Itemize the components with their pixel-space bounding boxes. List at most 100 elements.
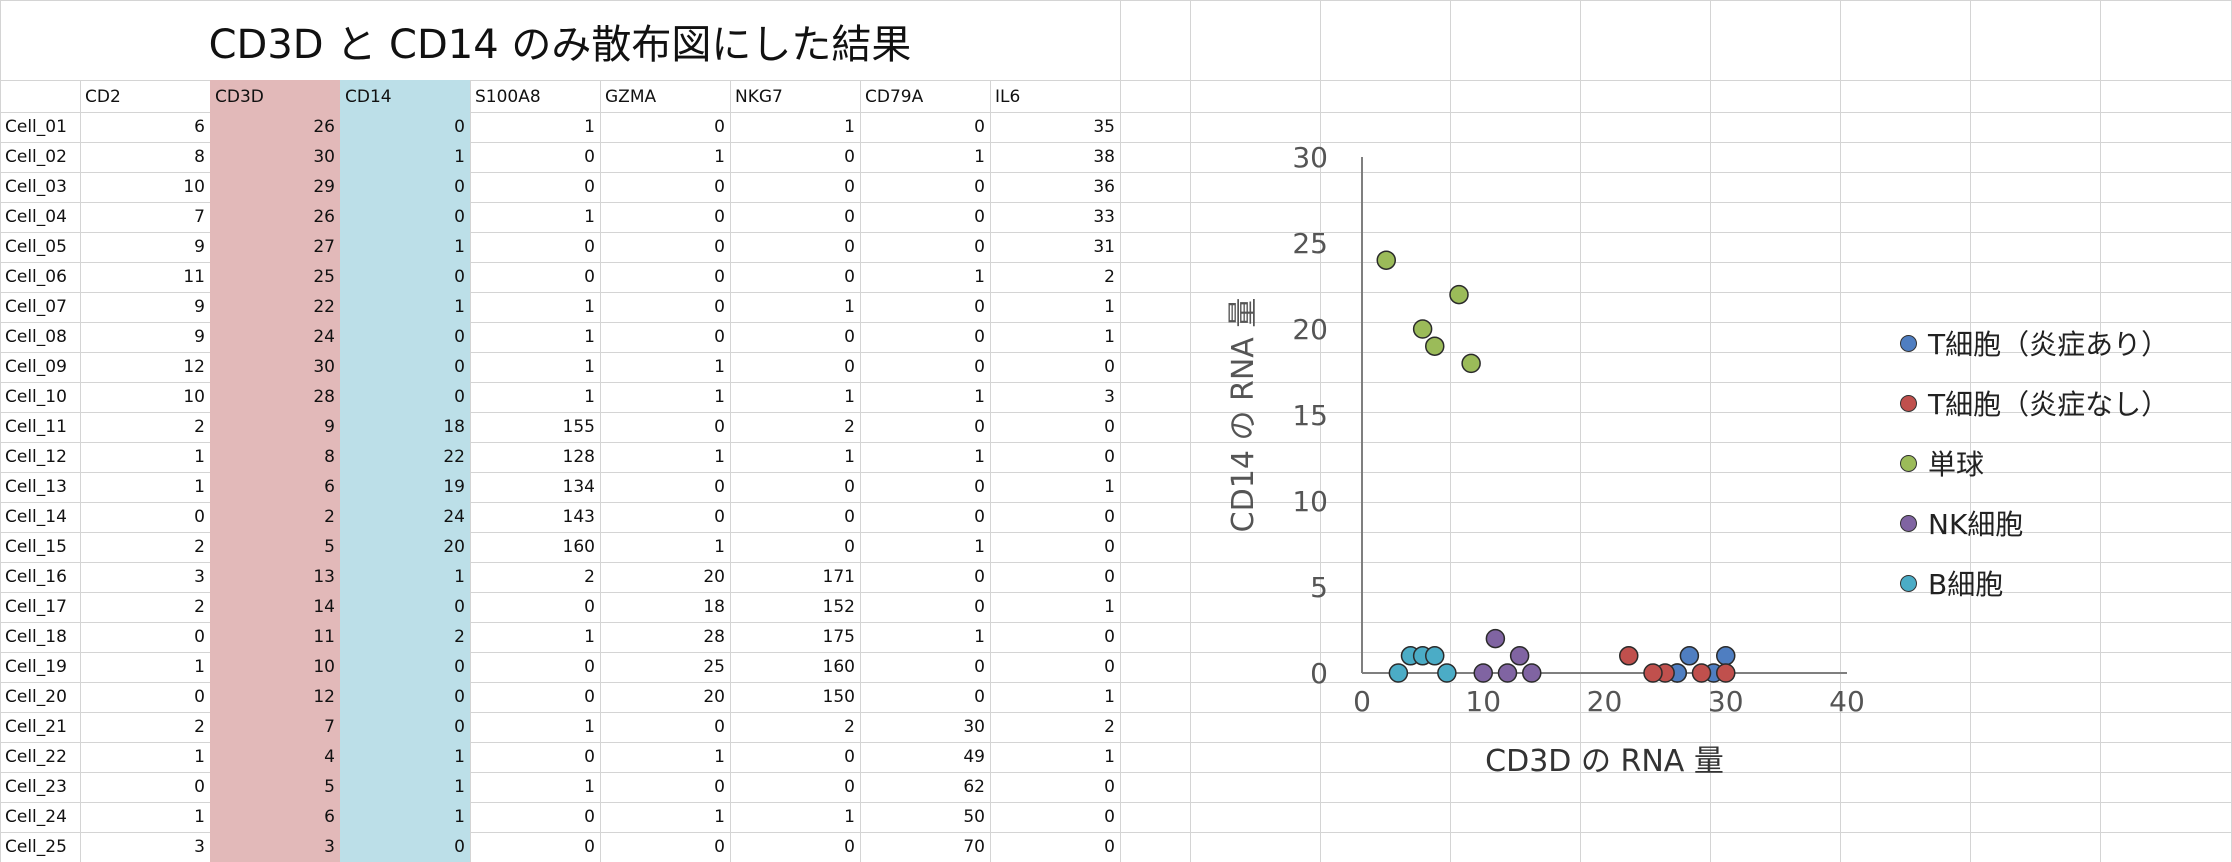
table-cell: 24 (313, 327, 335, 347)
table-cell: 0 (194, 687, 205, 707)
table-cell: 160 (822, 657, 855, 677)
table-cell: 7 (324, 717, 335, 737)
table-cell: 0 (1104, 627, 1115, 647)
table-cell: 0 (714, 837, 725, 857)
table-cell: 1 (1104, 477, 1115, 497)
table-cell: 12 (183, 357, 205, 377)
table-cell: 20 (703, 687, 725, 707)
scatter-point (1691, 663, 1712, 683)
table-cell: 0 (194, 627, 205, 647)
table-cell: 1 (584, 717, 595, 737)
row-label: Cell_11 (5, 417, 67, 437)
cd3d-column-highlight (210, 80, 340, 862)
table-cell: 0 (844, 327, 855, 347)
table-cell: 1 (974, 627, 985, 647)
table-cell: 8 (194, 147, 205, 167)
table-cell: 2 (844, 717, 855, 737)
legend-item: 単球 (1900, 445, 1984, 481)
table-cell: 0 (974, 207, 985, 227)
table-cell: 2 (194, 417, 205, 437)
x-tick-label: 40 (1829, 685, 1865, 718)
sheet-title: CD3D と CD14 のみ散布図にした結果 (208, 22, 912, 68)
table-cell: 0 (844, 147, 855, 167)
table-cell: 0 (714, 417, 725, 437)
table-cell: 9 (194, 327, 205, 347)
scatter-point (1716, 646, 1736, 666)
table-cell: 0 (844, 357, 855, 377)
table-cell: 1 (454, 237, 465, 257)
table-cell: 0 (714, 327, 725, 347)
row-label: Cell_02 (5, 147, 67, 167)
column-header: CD14 (345, 87, 392, 107)
table-cell: 0 (454, 717, 465, 737)
scatter-chart[interactable]: 0 10 20 30 40 0 5 10 15 20 25 30 CD3D の RNA 量 CD14 … (1192, 120, 1882, 800)
table-cell: 150 (822, 687, 855, 707)
scatter-point (1643, 663, 1663, 683)
table-cell: 1 (454, 777, 465, 797)
table-cell: 1 (194, 657, 205, 677)
x-axis-label: CD3D の RNA 量 (1485, 744, 1724, 779)
table-cell: 0 (974, 417, 985, 437)
table-cell: 25 (703, 657, 725, 677)
table-cell: 10 (183, 177, 205, 197)
scatter-point (1679, 646, 1700, 666)
table-cell: 0 (974, 597, 985, 617)
table-cell: 0 (454, 837, 465, 857)
y-axis-label: CD14 の RNA 量 (1226, 298, 1261, 533)
table-cell: 22 (313, 297, 335, 317)
table-cell: 0 (714, 207, 725, 227)
table-cell: 10 (183, 387, 205, 407)
legend-label: B細胞 (1928, 568, 2004, 601)
table-cell: 2 (194, 597, 205, 617)
column-header: NKG7 (735, 87, 783, 107)
table-cell: 70 (963, 837, 985, 857)
table-cell: 1 (714, 387, 725, 407)
table-cell: 0 (1104, 837, 1115, 857)
table-cell: 0 (584, 597, 595, 617)
table-cell: 0 (584, 237, 595, 257)
table-cell: 0 (584, 687, 595, 707)
column-header: S100A8 (475, 87, 541, 107)
table-cell: 0 (844, 237, 855, 257)
table-cell: 0 (454, 177, 465, 197)
row-label: Cell_23 (5, 777, 67, 797)
scatter-point (1716, 663, 1736, 683)
row-label: Cell_21 (5, 717, 67, 737)
row-label: Cell_01 (5, 117, 67, 137)
scatter-point (1412, 319, 1433, 339)
table-cell: 2 (454, 627, 465, 647)
table-cell: 0 (974, 177, 985, 197)
table-cell: 0 (714, 777, 725, 797)
table-cell: 1 (714, 357, 725, 377)
table-cell: 9 (194, 237, 205, 257)
table-cell: 12 (313, 687, 335, 707)
table-cell: 0 (454, 267, 465, 287)
table-cell: 0 (1104, 357, 1115, 377)
table-cell: 35 (1093, 117, 1115, 137)
table-cell: 1 (194, 447, 205, 467)
legend-marker (1900, 514, 1917, 532)
table-cell: 3 (194, 837, 205, 857)
row-label: Cell_03 (5, 177, 67, 197)
table-cell: 0 (974, 117, 985, 137)
table-cell: 0 (1104, 417, 1115, 437)
table-cell: 1 (844, 807, 855, 827)
table-cell: 1 (844, 447, 855, 467)
table-cell: 128 (562, 447, 595, 467)
table-cell: 1 (1104, 747, 1115, 767)
column-header: CD79A (865, 87, 924, 107)
table-cell: 0 (1104, 657, 1115, 677)
table-cell: 1 (844, 117, 855, 137)
table-cell: 0 (454, 387, 465, 407)
table-cell: 1 (714, 447, 725, 467)
table-cell: 2 (324, 507, 335, 527)
y-tick-label: 10 (1292, 485, 1328, 518)
table-cell: 18 (443, 417, 465, 437)
table-cell: 2 (1104, 717, 1115, 737)
row-label: Cell_04 (5, 207, 67, 227)
table-cell: 1 (1104, 297, 1115, 317)
table-cell: 6 (194, 117, 205, 137)
table-cell: 0 (974, 687, 985, 707)
table-cell: 0 (714, 717, 725, 737)
row-label: Cell_07 (5, 297, 67, 317)
